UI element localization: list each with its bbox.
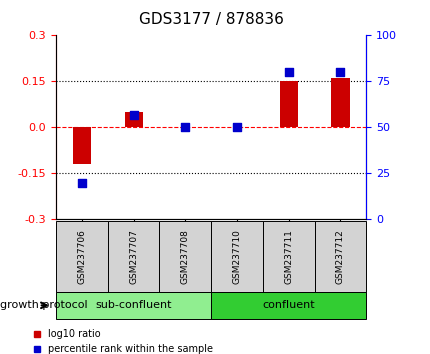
Point xyxy=(285,69,292,75)
Text: growth protocol: growth protocol xyxy=(0,300,87,310)
Text: GSM237711: GSM237711 xyxy=(284,229,292,284)
Point xyxy=(130,112,137,118)
Point xyxy=(181,125,188,130)
Text: GSM237712: GSM237712 xyxy=(335,229,344,284)
Point xyxy=(233,125,240,130)
Text: GSM237706: GSM237706 xyxy=(77,229,86,284)
Text: sub-confluent: sub-confluent xyxy=(95,300,172,310)
Point xyxy=(336,69,343,75)
Text: GSM237710: GSM237710 xyxy=(232,229,241,284)
Legend: log10 ratio, percentile rank within the sample: log10 ratio, percentile rank within the … xyxy=(30,326,217,354)
Text: GSM237708: GSM237708 xyxy=(181,229,189,284)
Text: GDS3177 / 878836: GDS3177 / 878836 xyxy=(138,12,283,27)
Point xyxy=(78,180,85,185)
Text: confluent: confluent xyxy=(262,300,314,310)
Bar xyxy=(124,112,142,127)
Bar xyxy=(73,127,91,164)
Text: GSM237707: GSM237707 xyxy=(129,229,138,284)
Bar xyxy=(331,78,349,127)
Bar xyxy=(279,81,297,127)
